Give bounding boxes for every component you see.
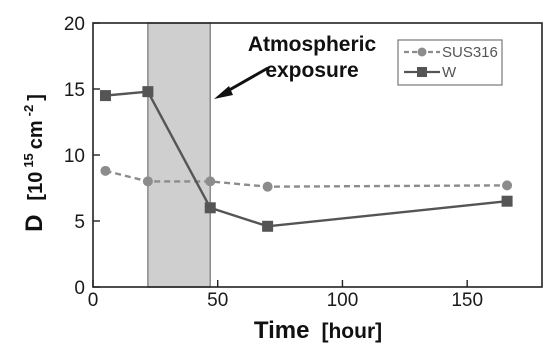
x-tick-label: 150 (451, 290, 483, 311)
legend-label-sus316: SUS316 (442, 44, 498, 61)
data-point-sus316 (100, 165, 111, 176)
data-point-w (142, 86, 154, 98)
legend-marker-sus316 (417, 47, 427, 57)
x-tick-label: 100 (327, 290, 359, 311)
atmospheric-exposure-band (147, 22, 211, 288)
data-point-w (204, 202, 216, 214)
legend-label-w: W (442, 64, 457, 81)
x-axis-ticks: 0 50 100 150 (88, 280, 483, 311)
annotation-line1: Atmospheric (248, 33, 377, 56)
y-tick-label: 20 (64, 14, 85, 35)
y-axis-title: D [10 15 cm -2 ] (20, 94, 48, 232)
data-point-sus316 (205, 176, 216, 187)
data-point-sus316 (262, 181, 273, 192)
x-tick-label: 0 (88, 290, 99, 311)
data-point-w (99, 90, 111, 102)
x-tick-label: 50 (207, 290, 228, 311)
y-axis-ticks: 0 5 10 15 20 (64, 14, 100, 299)
annotation-line2: exposure (265, 59, 358, 82)
legend-box (397, 39, 503, 86)
y-tick-label: 10 (64, 146, 85, 167)
y-tick-label: 0 (74, 278, 85, 299)
y-tick-label: 5 (74, 212, 85, 233)
series-line-sus316 (105, 169, 508, 188)
data-point-w (262, 220, 274, 232)
data-point-sus316 (502, 180, 513, 191)
annotation-arrow (214, 66, 269, 99)
y-tick-label: 15 (64, 80, 85, 101)
legend-marker-w (417, 67, 427, 77)
data-point-w (501, 195, 513, 207)
x-axis-title: Time [hour] (254, 317, 382, 344)
data-point-sus316 (142, 176, 153, 187)
legend: SUS316 W (397, 39, 503, 86)
series-layer (99, 86, 513, 232)
